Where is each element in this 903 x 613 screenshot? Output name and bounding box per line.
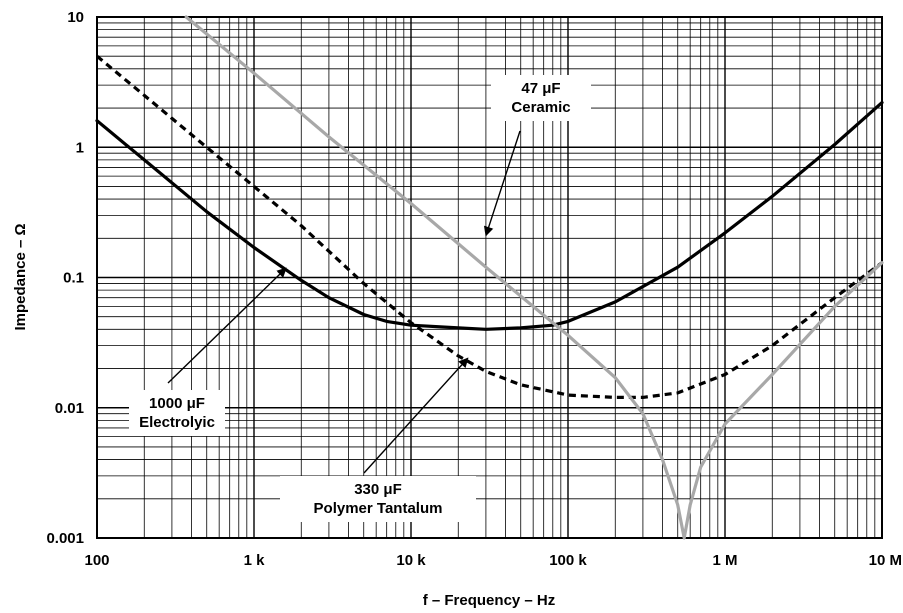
x-tick-label: 1 k	[244, 552, 266, 569]
annotation-callout: 1000 μF Electrolyic	[129, 267, 287, 436]
grid-lines	[97, 17, 882, 538]
x-axis-title: f – Frequency – Hz	[423, 592, 556, 609]
annotation-label: 1000 μF	[149, 395, 205, 412]
y-tick-label: 0.01	[55, 400, 84, 417]
series-layer	[95, 15, 884, 540]
x-tick-label: 10 k	[396, 552, 426, 569]
annotation-box	[129, 390, 225, 436]
annotation-arrow	[167, 267, 287, 384]
x-tick-label: 10 M	[869, 552, 902, 569]
annotation-layer: 47 μF Ceramic 1000 μF Electrolyic 330 μF Poly…	[129, 75, 591, 522]
annotation-label: 47 μF	[521, 80, 560, 97]
series-line-1	[95, 100, 884, 331]
annotation-arrow	[483, 130, 521, 237]
annotation-callout: 330 μF Polymer Tantalum	[280, 357, 476, 522]
tick-labels: 100 1 k 10 k 100 k 1 M 10 M 0.001 0.01 0.1 1 10	[46, 9, 902, 569]
y-tick-label: 0.001	[46, 530, 84, 547]
plot-frame	[96, 16, 883, 539]
x-tick-label: 100 k	[549, 552, 587, 569]
annotation-label: Polymer Tantalum	[314, 500, 443, 517]
y-axis-title: Impedance – Ω	[12, 223, 29, 330]
annotation-arrow	[363, 357, 469, 474]
annotation-label: Electrolyic	[139, 414, 215, 431]
annotation-label: 330 μF	[354, 481, 402, 498]
series-line-2	[95, 54, 883, 399]
annotation-callout: 47 μF Ceramic	[483, 75, 591, 237]
annotation-label: Ceramic	[511, 99, 570, 116]
x-tick-label: 1 M	[712, 552, 737, 569]
y-tick-label: 1	[76, 139, 84, 156]
annotation-box	[491, 75, 591, 121]
annotation-box	[280, 476, 476, 522]
y-tick-label: 0.1	[63, 270, 84, 287]
series-line-3	[184, 15, 884, 540]
x-tick-label: 100	[84, 552, 109, 569]
y-tick-label: 10	[67, 9, 84, 26]
